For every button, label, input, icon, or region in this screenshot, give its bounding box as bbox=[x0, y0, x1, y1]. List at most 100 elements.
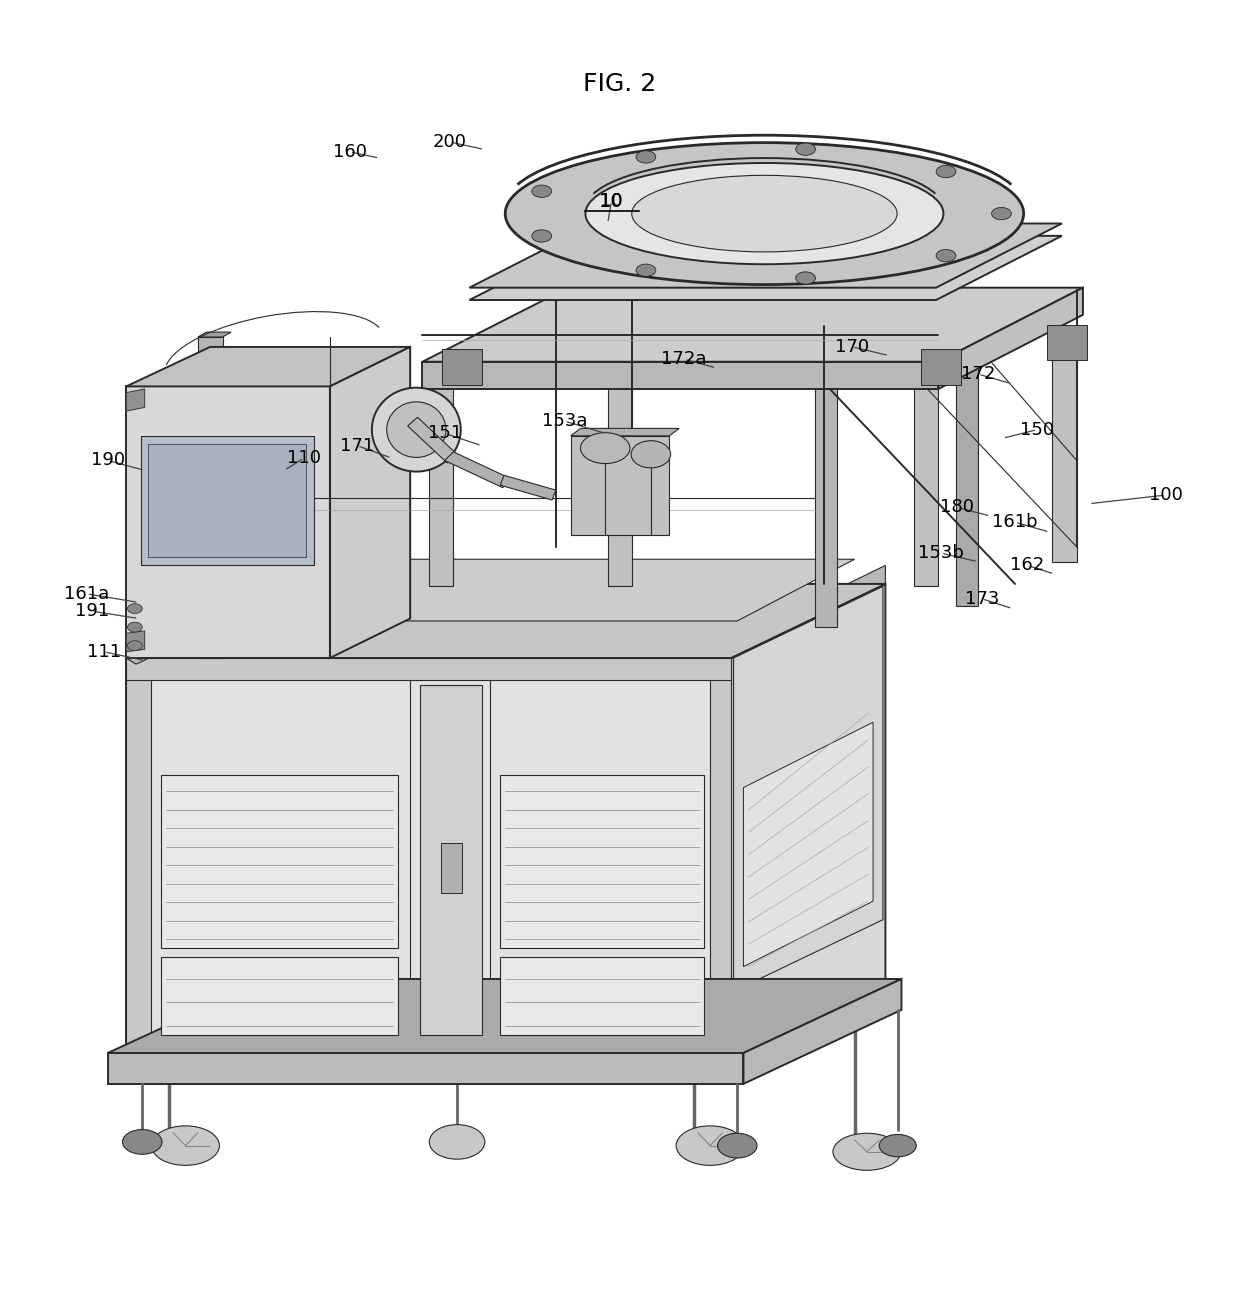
Polygon shape bbox=[914, 365, 939, 587]
Polygon shape bbox=[441, 844, 463, 892]
Polygon shape bbox=[161, 775, 398, 948]
Ellipse shape bbox=[151, 1126, 219, 1166]
Ellipse shape bbox=[936, 166, 956, 178]
Polygon shape bbox=[429, 365, 454, 587]
Text: 153a: 153a bbox=[542, 412, 588, 430]
Polygon shape bbox=[570, 436, 670, 534]
Ellipse shape bbox=[532, 230, 552, 242]
Text: 171: 171 bbox=[340, 437, 374, 454]
Polygon shape bbox=[732, 584, 885, 1066]
Polygon shape bbox=[198, 332, 231, 337]
Text: 10: 10 bbox=[599, 192, 624, 211]
Text: 161a: 161a bbox=[64, 584, 109, 603]
Polygon shape bbox=[126, 630, 145, 651]
Text: 161b: 161b bbox=[992, 513, 1038, 532]
Text: 151: 151 bbox=[428, 424, 461, 442]
Polygon shape bbox=[141, 436, 314, 566]
Text: 100: 100 bbox=[1148, 486, 1183, 504]
Ellipse shape bbox=[372, 388, 461, 471]
Polygon shape bbox=[500, 475, 556, 500]
Ellipse shape bbox=[796, 272, 816, 284]
Polygon shape bbox=[126, 584, 293, 665]
Ellipse shape bbox=[505, 142, 1024, 284]
Ellipse shape bbox=[676, 1126, 744, 1166]
Ellipse shape bbox=[936, 250, 956, 262]
Ellipse shape bbox=[128, 604, 143, 613]
Polygon shape bbox=[423, 362, 939, 390]
Polygon shape bbox=[500, 957, 704, 1034]
Text: 10: 10 bbox=[600, 192, 622, 211]
Text: 172a: 172a bbox=[661, 350, 707, 368]
Polygon shape bbox=[420, 686, 482, 1034]
Ellipse shape bbox=[532, 186, 552, 197]
Ellipse shape bbox=[128, 622, 143, 632]
Polygon shape bbox=[108, 979, 901, 1053]
Ellipse shape bbox=[631, 175, 897, 251]
Text: 150: 150 bbox=[1021, 421, 1054, 438]
Ellipse shape bbox=[796, 143, 816, 155]
Ellipse shape bbox=[387, 401, 446, 458]
FancyBboxPatch shape bbox=[1047, 325, 1086, 361]
Text: 200: 200 bbox=[433, 133, 466, 151]
Polygon shape bbox=[126, 658, 732, 680]
Polygon shape bbox=[161, 957, 398, 1034]
Polygon shape bbox=[470, 224, 1061, 288]
Text: 172: 172 bbox=[961, 365, 996, 383]
Polygon shape bbox=[108, 1053, 744, 1084]
Polygon shape bbox=[815, 332, 846, 337]
Ellipse shape bbox=[833, 1133, 900, 1170]
Polygon shape bbox=[423, 288, 1083, 362]
Text: 160: 160 bbox=[332, 143, 367, 161]
Text: 191: 191 bbox=[74, 603, 109, 620]
Polygon shape bbox=[126, 658, 732, 1066]
Polygon shape bbox=[744, 722, 873, 967]
Polygon shape bbox=[198, 337, 222, 658]
Ellipse shape bbox=[636, 265, 656, 276]
Ellipse shape bbox=[580, 433, 630, 463]
Polygon shape bbox=[956, 337, 978, 607]
Ellipse shape bbox=[992, 208, 1012, 220]
Ellipse shape bbox=[631, 441, 671, 468]
Polygon shape bbox=[1052, 340, 1076, 562]
Ellipse shape bbox=[718, 1133, 758, 1158]
Polygon shape bbox=[126, 584, 885, 658]
Polygon shape bbox=[608, 365, 632, 587]
Ellipse shape bbox=[585, 163, 944, 265]
Polygon shape bbox=[126, 584, 885, 658]
Ellipse shape bbox=[429, 1125, 485, 1159]
Polygon shape bbox=[570, 429, 680, 436]
Polygon shape bbox=[126, 347, 410, 387]
FancyBboxPatch shape bbox=[443, 349, 482, 386]
Polygon shape bbox=[330, 347, 410, 658]
Ellipse shape bbox=[879, 1134, 916, 1157]
Text: 111: 111 bbox=[87, 642, 122, 661]
Ellipse shape bbox=[128, 641, 143, 650]
Ellipse shape bbox=[123, 1129, 162, 1154]
FancyBboxPatch shape bbox=[921, 349, 961, 386]
Polygon shape bbox=[126, 390, 145, 411]
Polygon shape bbox=[445, 451, 511, 488]
Polygon shape bbox=[956, 332, 987, 337]
Text: 170: 170 bbox=[835, 338, 869, 355]
Ellipse shape bbox=[636, 151, 656, 163]
Polygon shape bbox=[939, 288, 1083, 390]
Polygon shape bbox=[711, 658, 732, 1066]
Text: 110: 110 bbox=[286, 449, 321, 467]
Polygon shape bbox=[126, 658, 151, 1066]
Polygon shape bbox=[734, 587, 883, 991]
Text: 180: 180 bbox=[940, 499, 973, 516]
Text: 173: 173 bbox=[965, 590, 999, 608]
Text: FIG. 2: FIG. 2 bbox=[583, 72, 657, 96]
Polygon shape bbox=[744, 979, 901, 1084]
Text: 153b: 153b bbox=[918, 544, 963, 562]
Polygon shape bbox=[126, 387, 330, 658]
Polygon shape bbox=[149, 445, 306, 557]
Polygon shape bbox=[732, 566, 885, 658]
Polygon shape bbox=[500, 775, 704, 948]
Text: 162: 162 bbox=[1011, 557, 1044, 574]
Polygon shape bbox=[470, 236, 1061, 300]
Polygon shape bbox=[207, 559, 854, 621]
Polygon shape bbox=[126, 1044, 732, 1066]
Polygon shape bbox=[408, 417, 458, 463]
Polygon shape bbox=[815, 337, 837, 628]
